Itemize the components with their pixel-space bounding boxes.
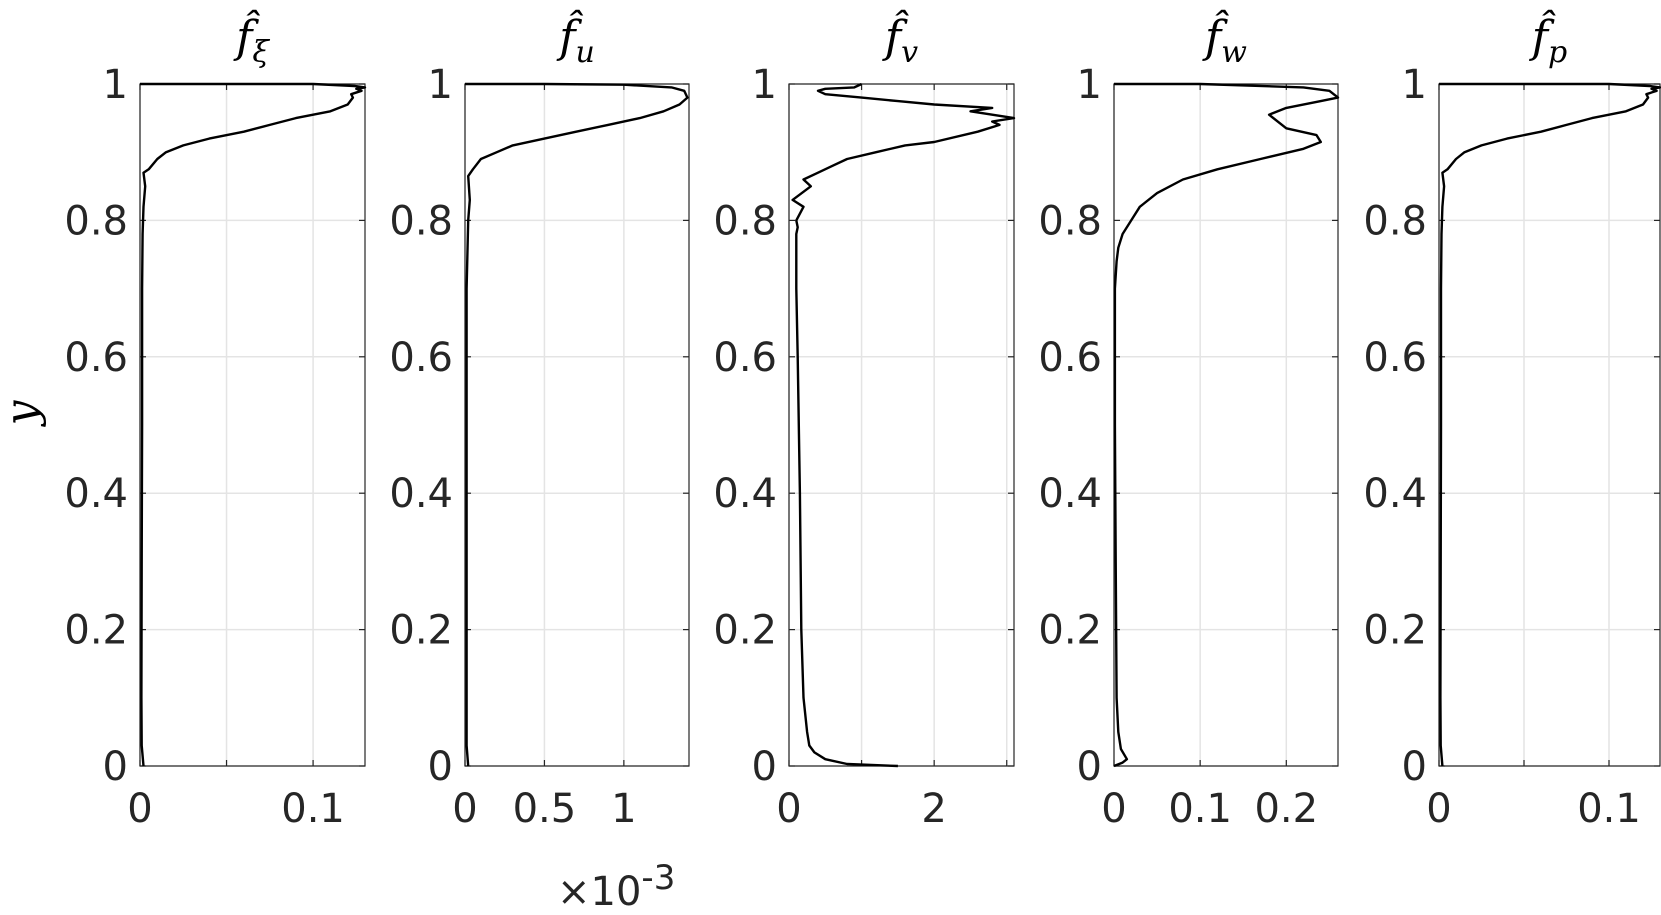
x-tick-label: 0.1: [1168, 786, 1232, 832]
axes-frame: [464, 83, 690, 767]
series-line: [1113, 82, 1340, 768]
y-tick-label: 0.6: [1038, 335, 1102, 381]
y-tick-label: 0: [103, 744, 128, 790]
x-tick-label: 0.1: [1577, 786, 1641, 832]
chart-panel-4: 0 0.2 0.4 0.6 0.8 1 0 0.1 0.2 f̂w: [1038, 8, 1340, 832]
axes-frame: [1438, 83, 1661, 767]
panel-title: f̂ξ: [233, 8, 270, 70]
panel-title: f̂u: [556, 8, 595, 70]
y-tick-label: 0.4: [1363, 471, 1427, 517]
y-tick-label: 1: [752, 62, 777, 108]
axes-frame: [139, 83, 366, 767]
panel-title-subscript: p: [1548, 35, 1567, 70]
y-tick-label: 0.8: [1038, 198, 1102, 244]
panel-title-subscript: u: [575, 35, 594, 70]
chart-panel-5: 0 0.2 0.4 0.6 0.8 1 0 0.1 f̂p: [1363, 8, 1661, 832]
x-multiplier: ×10-3: [557, 858, 675, 915]
y-tick-label: 0.2: [64, 608, 128, 654]
y-tick-label: 0.6: [713, 335, 777, 381]
chart-panel-1: 0 0.2 0.4 0.6 0.8 1 0 0.1 f̂ξ y: [0, 8, 367, 832]
x-tick-label: 1: [611, 786, 636, 832]
y-tick-label: 0.8: [64, 198, 128, 244]
series-line: [140, 82, 367, 767]
panel-title: f̂w: [1202, 8, 1247, 70]
x-tick-label: 0: [1101, 786, 1126, 832]
x-tick-label: 0.1: [281, 786, 345, 832]
y-tick-label: 0.6: [64, 335, 128, 381]
y-tick-label: 0.4: [389, 471, 453, 517]
series-line: [791, 82, 1016, 768]
y-tick-label: 1: [103, 62, 128, 108]
y-tick-label: 0.8: [1363, 198, 1427, 244]
panel-title-subscript: v: [901, 35, 918, 70]
y-tick-label: 0.6: [1363, 335, 1427, 381]
y-tick-label: 0.2: [389, 608, 453, 654]
x-tick-label: 2: [921, 786, 946, 832]
chart-panel-3: 0 0.2 0.4 0.6 0.8 1 0 2 f̂v: [713, 8, 1016, 832]
y-tick-label: 0.2: [1038, 608, 1102, 654]
y-tick-label: 0.8: [389, 198, 453, 244]
series-line: [1439, 82, 1661, 767]
x-multiplier-exponent: -3: [641, 858, 675, 898]
x-tick-label: 0: [127, 786, 152, 832]
y-tick-label: 0: [1402, 744, 1427, 790]
y-tick-label: 0.6: [389, 335, 453, 381]
y-tick-label: 1: [428, 62, 453, 108]
y-tick-label: 0.4: [713, 471, 777, 517]
x-tick-label: 0: [776, 786, 801, 832]
x-tick-label: 0.5: [513, 786, 577, 832]
y-tick-label: 1: [1077, 62, 1102, 108]
axes-frame: [1113, 83, 1339, 767]
chart-panel-2: 0 0.2 0.4 0.6 0.8 1 0 0.5 1 ×10-3 f̂u: [389, 8, 690, 915]
axes-frame: [788, 83, 1015, 767]
y-tick-label: 0: [1077, 744, 1102, 790]
y-tick-label: 0.4: [1038, 471, 1102, 517]
y-tick-label: 0.8: [713, 198, 777, 244]
y-tick-label: 0: [752, 744, 777, 790]
panel-title-subscript: w: [1221, 35, 1247, 70]
y-tick-label: 0.4: [64, 471, 128, 517]
x-tick-label: 0: [1426, 786, 1451, 832]
y-axis-label: y: [0, 399, 47, 427]
panel-title-subscript: ξ: [252, 35, 270, 70]
series-line: [465, 82, 689, 767]
panel-title: f̂p: [1529, 8, 1568, 70]
y-tick-label: 0: [428, 744, 453, 790]
x-tick-label: 0.2: [1254, 786, 1318, 832]
x-tick-label: 0: [452, 786, 477, 832]
panel-title: f̂v: [882, 8, 918, 70]
y-tick-label: 0.2: [1363, 608, 1427, 654]
y-tick-label: 1: [1402, 62, 1427, 108]
y-tick-label: 0.2: [713, 608, 777, 654]
